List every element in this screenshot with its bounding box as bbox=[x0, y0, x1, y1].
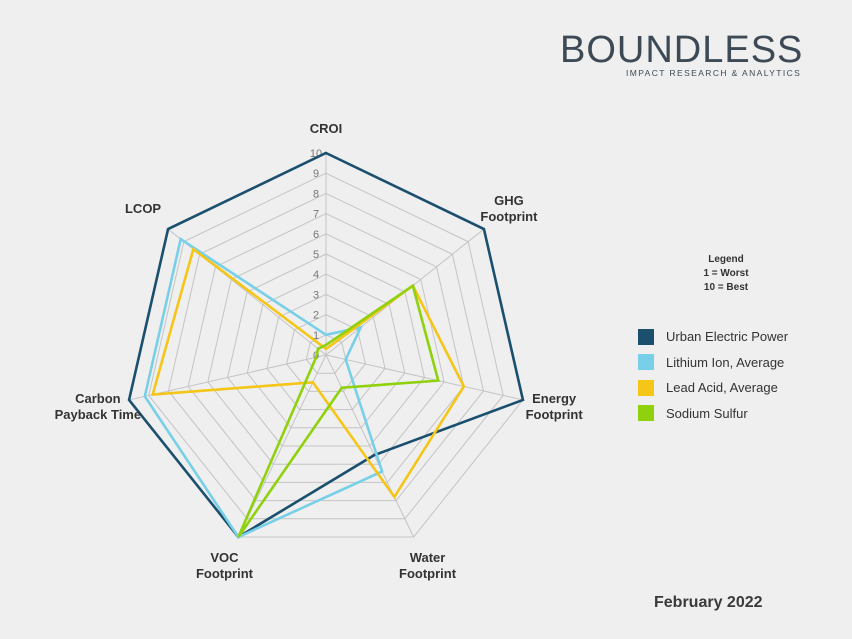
tick-label-5: 5 bbox=[313, 249, 319, 261]
boundless-logo: BOUNDLESS IMPACT RESEARCH & ANALYTICS bbox=[560, 30, 810, 80]
grid-ring-6 bbox=[207, 233, 445, 465]
tick-label-4: 4 bbox=[313, 269, 319, 281]
tick-label-2: 2 bbox=[313, 310, 319, 322]
axis-label-0: CROI bbox=[310, 121, 343, 136]
tick-label-8: 8 bbox=[313, 188, 319, 200]
grid-ring-5 bbox=[226, 253, 426, 447]
grid-ring-9 bbox=[148, 172, 504, 520]
date-label: February 2022 bbox=[654, 594, 763, 611]
logo-wordmark: BOUNDLESS bbox=[560, 29, 804, 71]
series-line-urban-electric-power bbox=[127, 151, 525, 539]
legend-label: Urban Electric Power bbox=[666, 329, 789, 345]
axis-label-2: Energy Footprint bbox=[526, 391, 584, 422]
axis-label-5: Carbon Payback Time bbox=[55, 391, 141, 422]
radar-axis-labels: CROI GHG Footprint Energy Footprint Water Foot… bbox=[55, 121, 584, 581]
grid-spoke-4 bbox=[237, 354, 327, 538]
grid-spoke-5 bbox=[128, 354, 327, 401]
tick-label-6: 6 bbox=[313, 229, 319, 241]
grid-ring-7 bbox=[187, 213, 465, 483]
legend-label: Lead Acid, Average bbox=[666, 380, 778, 396]
legend-note-best: 10 = Best bbox=[703, 282, 749, 293]
legend-swatch bbox=[638, 354, 654, 371]
series-line-lead-acid-average bbox=[150, 247, 466, 500]
legend-swatch bbox=[638, 405, 654, 422]
grid-spoke-2 bbox=[325, 354, 524, 401]
axis-label-3: Water Footprint bbox=[399, 550, 457, 581]
legend-label: Sodium Sulfur bbox=[666, 405, 748, 421]
tick-label-1: 1 bbox=[313, 330, 319, 342]
tick-label-7: 7 bbox=[313, 209, 319, 221]
legend-swatch bbox=[638, 379, 654, 396]
series-line-lithium-ion-average bbox=[143, 237, 384, 539]
chart-legend: Urban Electric Power Lithium Ion, Average… bbox=[638, 324, 788, 426]
legend-note-worst: 1 = Worst bbox=[703, 268, 749, 279]
grid-spoke-3 bbox=[325, 354, 415, 538]
legend-item: Sodium Sulfur bbox=[638, 401, 788, 427]
legend-note-title: Legend bbox=[708, 254, 744, 265]
grid-ring-2 bbox=[286, 314, 366, 392]
axis-label-1: GHG Footprint bbox=[480, 193, 538, 224]
grid-ring-4 bbox=[246, 273, 406, 429]
grid-ring-8 bbox=[167, 192, 485, 502]
tick-label-3: 3 bbox=[313, 289, 319, 301]
radar-series bbox=[127, 151, 525, 539]
legend-note: Legend 1 = Worst 10 = Best bbox=[686, 253, 766, 295]
legend-item: Urban Electric Power bbox=[638, 324, 788, 350]
logo-tagline: IMPACT RESEARCH & ANALYTICS bbox=[626, 68, 802, 78]
grid-ring-1 bbox=[305, 334, 347, 374]
legend-swatch bbox=[638, 328, 654, 345]
axis-label-4: VOC Footprint bbox=[196, 550, 254, 581]
legend-item: Lead Acid, Average bbox=[638, 375, 788, 401]
series-line-sodium-sulfur bbox=[237, 283, 440, 538]
axis-label-6: LCOP bbox=[125, 201, 161, 216]
tick-label-9: 9 bbox=[313, 168, 319, 180]
legend-label: Lithium Ion, Average bbox=[666, 354, 785, 370]
legend-item: Lithium Ion, Average bbox=[638, 350, 788, 376]
